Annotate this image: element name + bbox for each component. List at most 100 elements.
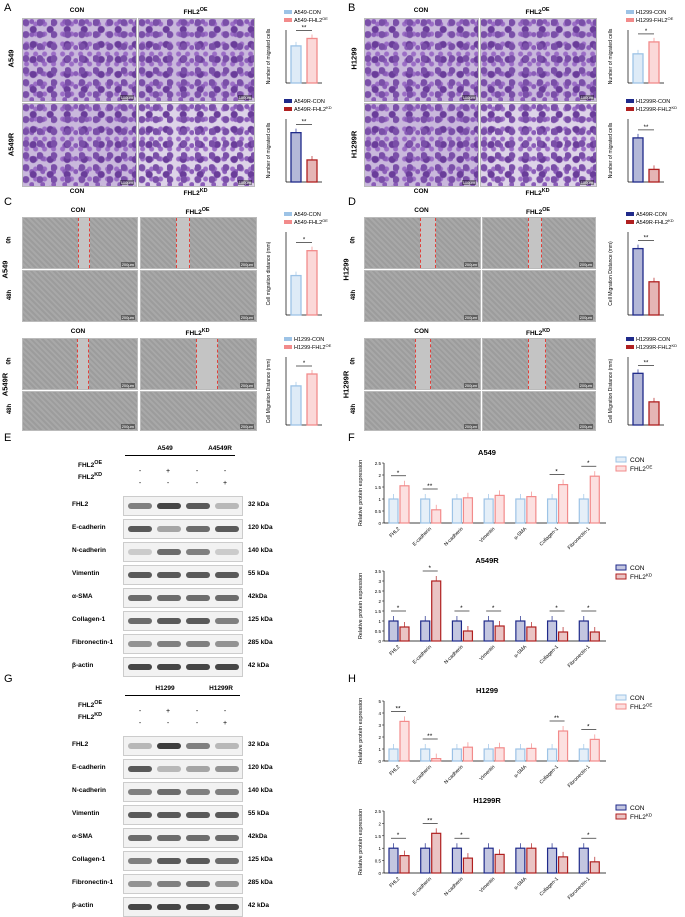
chart-f-top: A549 Relative protein expression 0 0.5 1 1.5 2… [358, 448, 652, 551]
blot-row-label: α-SMA [72, 593, 93, 600]
blot-band [186, 526, 210, 532]
blot-strip [123, 657, 243, 677]
blot-band [215, 812, 239, 818]
blot-band [186, 595, 210, 601]
header-con-c: CON [70, 207, 86, 214]
legend-label: H1299-CON [636, 10, 666, 16]
legend-label: A549R-FHL2KD [294, 105, 332, 113]
panel-label-c: C [4, 196, 12, 208]
legend-swatch [626, 99, 634, 103]
legend-label: CON [630, 805, 645, 812]
blot-band [215, 858, 239, 864]
bar [648, 401, 660, 426]
bar [420, 620, 431, 642]
x-tick-label: N-cadherin [443, 876, 465, 898]
sig-label: ** [427, 483, 433, 490]
blot-row-label: N-cadherin [72, 547, 106, 554]
y-tick-label: 5 [378, 699, 381, 704]
legend-swatch [615, 694, 627, 701]
oe-sign: - [195, 468, 199, 475]
bar [431, 509, 442, 524]
blot-e-header-line [125, 455, 235, 456]
y-axis-label: Relative protein expression [358, 573, 364, 639]
oe-sign: - [195, 708, 199, 715]
wound-a549r-con-0h: 200μm [22, 338, 138, 390]
blot-band [157, 503, 181, 509]
blot-band [128, 641, 152, 647]
x-tick-label: Vimentin [478, 526, 496, 544]
blot-row-label: α-SMA [72, 833, 93, 840]
legend-sup: KD [671, 343, 677, 348]
blot-band [128, 789, 152, 795]
bar [306, 159, 318, 183]
chart-title: A549 [478, 448, 496, 457]
bar [557, 856, 569, 874]
legend-label: CON [630, 457, 645, 464]
blot-row-label: FHL2 [72, 741, 89, 748]
legend-sup: OE [646, 703, 653, 708]
blot-band [157, 743, 181, 749]
y-tick-label: 3 [378, 723, 381, 728]
wound-h1299r-kd-0h: 200μm [482, 338, 596, 390]
bar [494, 494, 505, 524]
wound-a549-oe-0h: 200μm [140, 217, 257, 269]
row-label-a549-c: A549 [0, 260, 10, 279]
bar [515, 847, 526, 874]
x-tick-label: α-SMA [513, 764, 529, 780]
blot-kda: 55 kDa [248, 570, 269, 577]
legend-label: FHL2OE [630, 703, 652, 712]
x-tick-label: FHL2 [388, 526, 401, 539]
blot-band [186, 549, 210, 555]
blot-band [128, 812, 152, 818]
sig-label: ** [554, 715, 560, 722]
bar [388, 498, 399, 524]
legend-swatch [615, 456, 627, 463]
blot-kda: 120 kDa [248, 524, 273, 531]
y-tick-label: 0.5 [375, 509, 382, 514]
legend-swatch [626, 107, 634, 111]
bar [494, 853, 505, 874]
x-tick-label: α-SMA [513, 526, 529, 542]
legend-sup: KD [668, 218, 674, 223]
blot-band [128, 858, 152, 864]
blot-band [186, 572, 210, 578]
legend-swatch [284, 99, 292, 103]
legend-sup: OE [668, 16, 674, 21]
blot-band [215, 766, 239, 772]
blot-band [128, 766, 152, 772]
blot-band [186, 904, 210, 910]
blot-strip [123, 519, 243, 539]
y-tick-label: 0 [378, 639, 381, 644]
panel-label-d: D [348, 196, 356, 208]
legend-swatch [626, 220, 634, 224]
legend-label: H1299R-CON [636, 337, 670, 343]
legend-sup: KD [671, 105, 677, 110]
y-tick-label: 1 [378, 846, 381, 851]
bar [632, 372, 644, 426]
micrograph-a549r-kd: 100μm [138, 103, 255, 187]
wound-a549r-con-48h: 200μm [22, 391, 138, 431]
header-fhl2kd-c: FHL2KD [185, 328, 210, 338]
legend-sup: OE [326, 343, 332, 348]
legend-swatch [615, 564, 627, 571]
oe-sign: - [138, 468, 142, 475]
blot-row-label: β-actin [72, 902, 94, 909]
kd-sign: - [138, 720, 142, 727]
bar [578, 620, 589, 642]
legend-label: FHL2OE [630, 465, 652, 474]
y-tick-label: 0 [378, 871, 381, 876]
bar [399, 855, 410, 874]
bar [526, 626, 537, 642]
bar [290, 274, 302, 316]
y-axis-label: Cell migration distance (mm) [266, 241, 272, 305]
legend-swatch [615, 804, 627, 811]
legend-swatch [615, 813, 627, 820]
blot-band [128, 549, 152, 555]
bar [431, 832, 442, 874]
y-axis-label: Cell Migration Distance (mm) [608, 241, 614, 306]
blot-band [215, 664, 239, 670]
blot-band [128, 664, 152, 670]
oe-sign: - [223, 708, 227, 715]
y-tick-label: 2.5 [375, 461, 382, 466]
blot-e-kd-label: FHL2KD [78, 472, 103, 482]
